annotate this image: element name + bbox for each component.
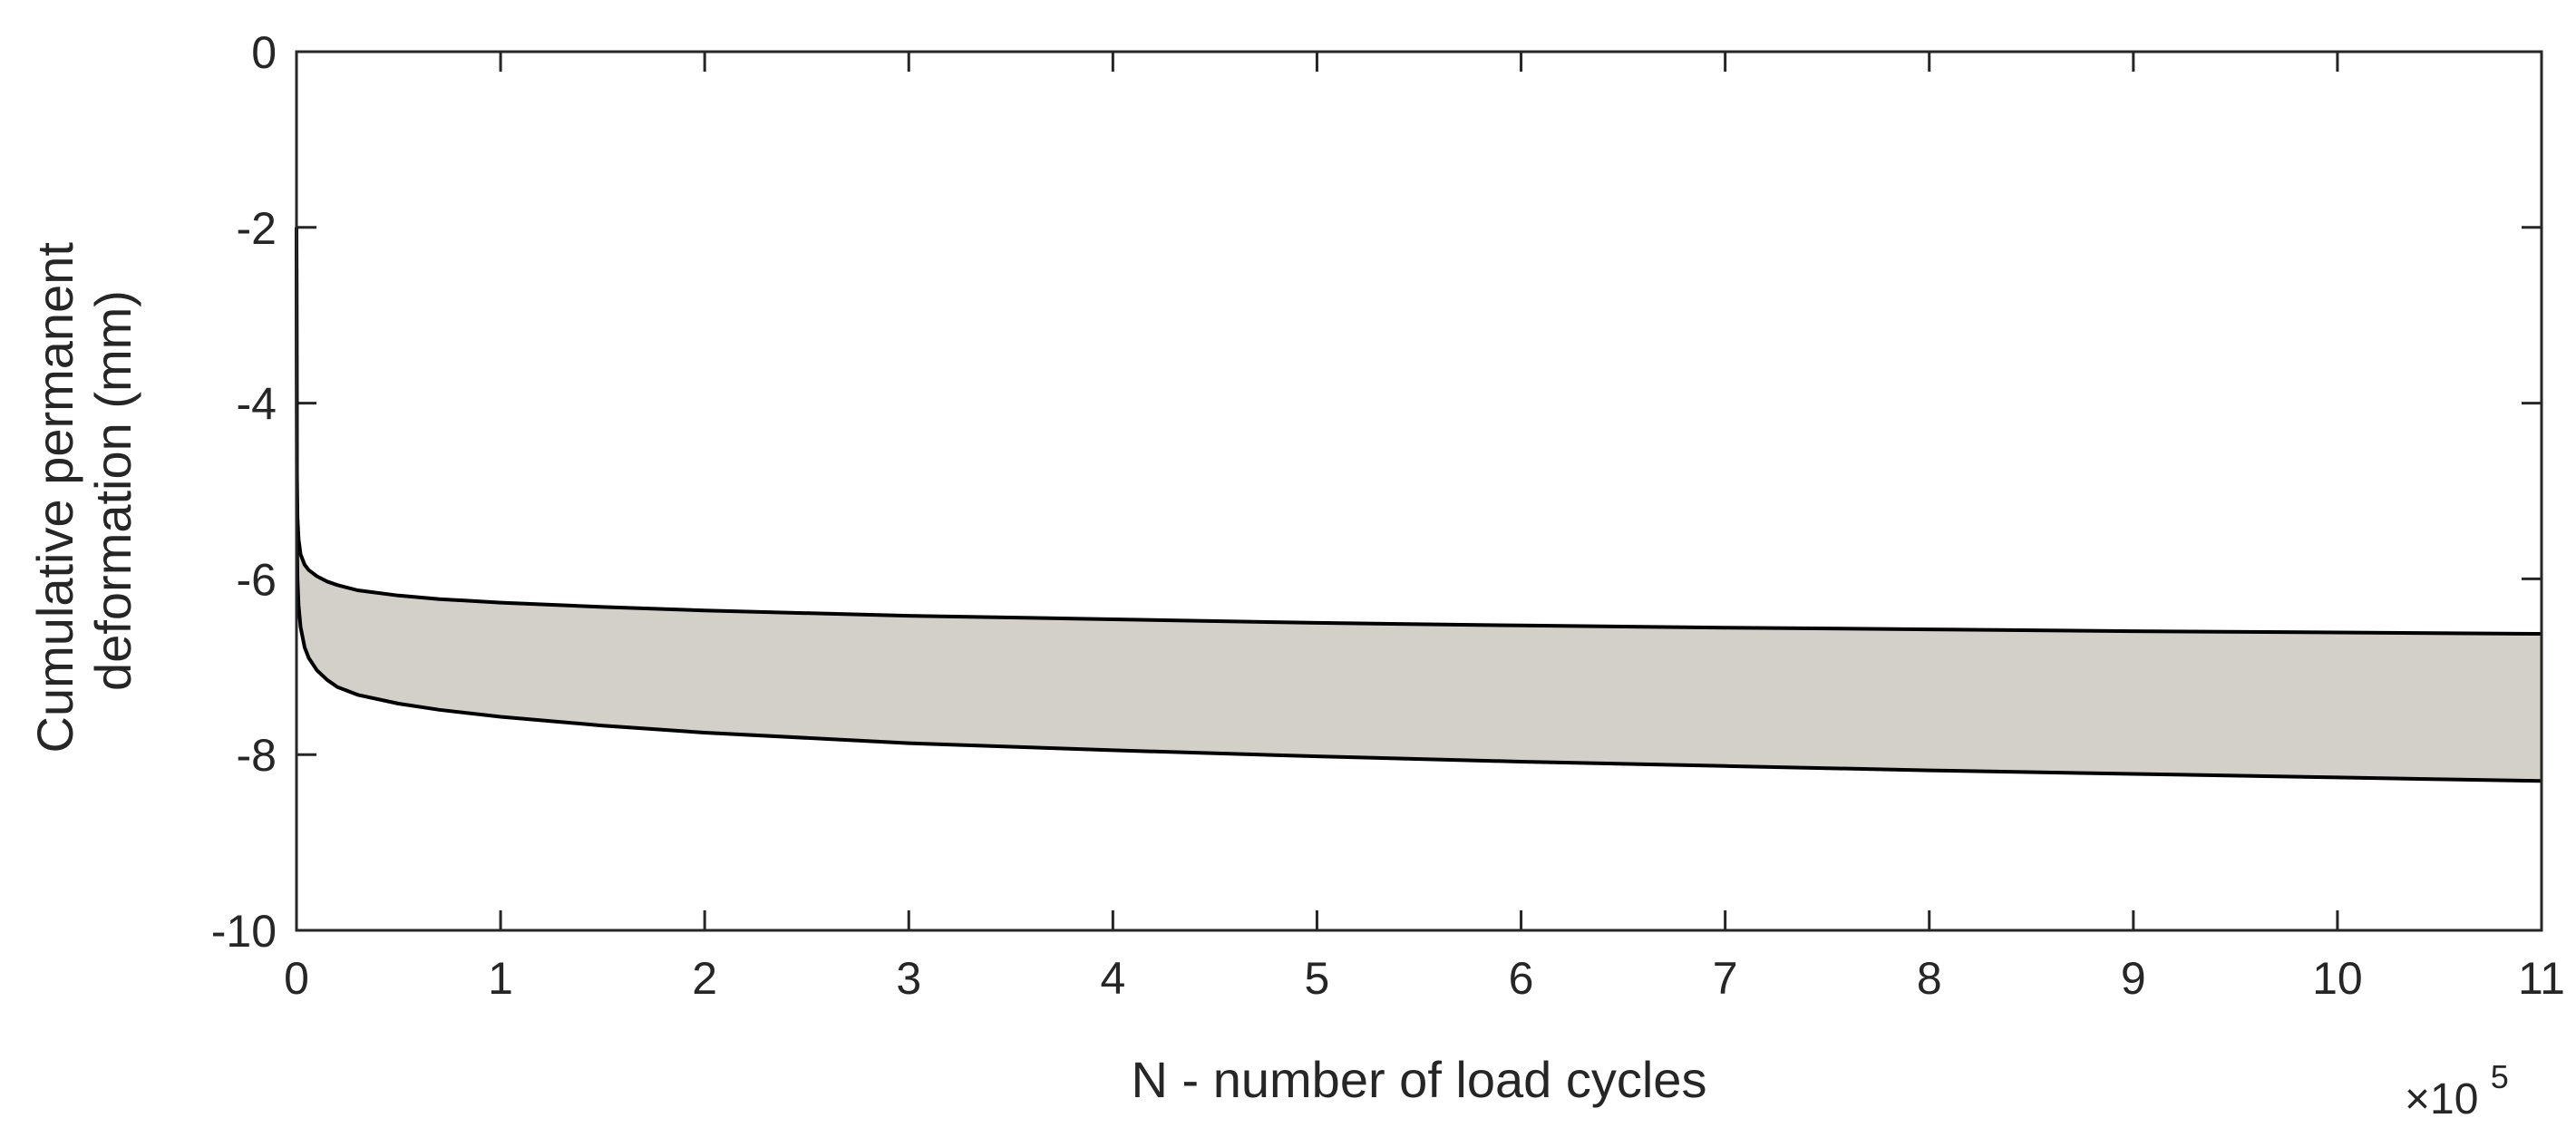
- series-group: [295, 227, 2543, 783]
- deformation-range-fill: [296, 227, 2542, 782]
- y-axis-label-line-1: Cumulative permanent: [26, 242, 83, 754]
- x-axis-multiplier-exponent: 5: [2491, 1058, 2509, 1095]
- x-tick-label-0: 0: [284, 953, 309, 1004]
- x-axis-multiplier-base: ×10: [2405, 1075, 2478, 1123]
- axis-ticks: [295, 50, 2543, 932]
- x-tick-label-4: 4: [1100, 953, 1125, 1004]
- x-tick-label-1: 1: [488, 953, 513, 1004]
- y-axis-label: Cumulative permanent deformation (mm): [26, 229, 141, 754]
- y-tick-label-3: -6: [237, 554, 277, 605]
- x-tick-label-10: 10: [2312, 953, 2363, 1004]
- x-tick-label-8: 8: [1917, 953, 1942, 1004]
- y-tick-label-4: -8: [237, 730, 277, 781]
- y-tick-label-0: 0: [251, 27, 277, 78]
- x-tick-labels: 0 1 2 3 4 5 6 7 8 9 10 11: [284, 953, 2565, 1004]
- upper-bound-line: [295, 227, 2542, 636]
- x-axis-label: N - number of load cycles: [1132, 1051, 1707, 1108]
- x-axis-multiplier: ×10 5: [2405, 1058, 2509, 1123]
- x-tick-label-5: 5: [1305, 953, 1330, 1004]
- x-tick-label-9: 9: [2121, 953, 2146, 1004]
- y-tick-labels: 0 -2 -4 -6 -8 -10: [211, 27, 277, 957]
- y-tick-label-2: -4: [237, 379, 277, 430]
- y-tick-label-5: -10: [211, 906, 277, 957]
- x-tick-label-11: 11: [2518, 953, 2565, 1004]
- lower-bound-line: [295, 227, 2542, 783]
- plot-area-frame: [295, 50, 2543, 932]
- x-tick-label-6: 6: [1509, 953, 1534, 1004]
- y-tick-label-1: -2: [237, 203, 277, 254]
- x-tick-label-7: 7: [1713, 953, 1738, 1004]
- x-tick-label-2: 2: [692, 953, 717, 1004]
- y-axis-label-line-2: deformation (mm): [84, 290, 141, 691]
- x-tick-label-3: 3: [896, 953, 921, 1004]
